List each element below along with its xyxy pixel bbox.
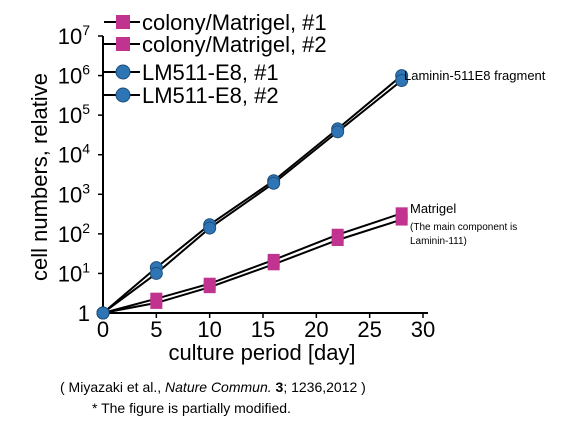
data-point-square [331, 233, 344, 246]
y-tick-label: 1 [78, 301, 90, 326]
data-point-circle [115, 64, 131, 80]
series-line [102, 79, 403, 314]
x-tick-label: 15 [251, 317, 275, 342]
annotation-matrigel-note-1: (The main component is [410, 222, 517, 233]
y-tick-base: 10 [58, 24, 82, 49]
data-point-square [267, 258, 280, 271]
legend-item: colony/Matrigel, #1 [104, 10, 327, 35]
series-group [102, 79, 403, 314]
legend-label: LM511-E8, #2 [142, 83, 279, 108]
y-tick-base: 10 [58, 182, 82, 207]
series-group [102, 212, 402, 314]
citation-rest: ; 1236,2012 ) [283, 379, 366, 395]
data-point-circle [149, 266, 163, 280]
series-markers [96, 213, 408, 320]
citation: ( Miyazaki et al., Nature Commun. 3; 123… [60, 379, 366, 395]
y-tick-exponent: 3 [82, 180, 90, 196]
modification-note: * The figure is partially modified. [92, 400, 291, 416]
legend-item: LM511-E8, #1 [104, 60, 279, 85]
legend-label: LM511-E8, #1 [142, 60, 279, 85]
data-point-circle [267, 176, 281, 190]
legend-item: colony/Matrigel, #2 [104, 32, 327, 57]
series-markers [96, 74, 409, 320]
annotation-matrigel: Matrigel [410, 201, 456, 216]
x-tick-label: 0 [97, 317, 109, 342]
legend-label: colony/Matrigel, #1 [142, 10, 327, 35]
data-point-circle [331, 125, 345, 139]
x-tick-label: 30 [411, 317, 435, 342]
axes [102, 36, 428, 314]
series-line [102, 212, 402, 314]
y-tick-exponent: 5 [82, 101, 90, 117]
citation-journal: Nature Commun. [165, 379, 272, 395]
data-point-square [116, 15, 130, 29]
y-tick-label: 103 [58, 180, 90, 207]
x-tick-label: 5 [150, 317, 162, 342]
data-point-circle [96, 306, 110, 320]
y-tick-exponent: 6 [82, 62, 90, 78]
citation-open: ( Miyazaki et al., [60, 379, 166, 395]
y-tick-label: 104 [58, 141, 90, 168]
y-axis-title: cell numbers, relative [27, 73, 52, 281]
y-tick-base: 10 [58, 103, 82, 128]
y-tick-base: 10 [58, 143, 82, 168]
data-point-square [395, 213, 408, 226]
y-tick-base: 10 [58, 261, 82, 286]
data-point-circle [395, 74, 409, 88]
data-point-square [203, 281, 216, 294]
y-tick-base: 10 [58, 64, 82, 89]
series-line [102, 74, 403, 314]
y-tick-label: 107 [58, 22, 90, 49]
x-tick-label: 10 [197, 317, 221, 342]
series-layer [96, 69, 409, 320]
legend-label: colony/Matrigel, #2 [142, 32, 327, 57]
x-tick-label: 25 [357, 317, 381, 342]
annotation-matrigel-note-2: Laminin-111) [410, 236, 467, 247]
y-tick-base: 10 [58, 222, 82, 247]
citation-volume: 3 [275, 379, 284, 395]
y-tick-label: 106 [58, 62, 90, 89]
y-tick-exponent: 7 [82, 22, 90, 38]
y-tick-label: 101 [58, 259, 90, 286]
data-point-square [150, 296, 163, 309]
x-axis-title: culture period [day] [168, 340, 355, 365]
series-group [102, 218, 402, 314]
y-tick-label: 102 [58, 220, 90, 247]
data-point-square [116, 37, 130, 51]
annotation-laminin: Laminin-511E8 fragment [404, 68, 546, 83]
y-tick-exponent: 2 [82, 220, 90, 236]
x-tick-label: 20 [304, 317, 328, 342]
data-point-circle [203, 221, 217, 235]
y-tick-exponent: 4 [82, 141, 90, 157]
legend-item: LM511-E8, #2 [104, 83, 279, 108]
y-tick-exponent: 1 [82, 259, 90, 275]
series-group [102, 74, 403, 314]
data-point-circle [115, 87, 131, 103]
series-line [102, 218, 402, 314]
y-tick-label: 105 [58, 101, 90, 128]
